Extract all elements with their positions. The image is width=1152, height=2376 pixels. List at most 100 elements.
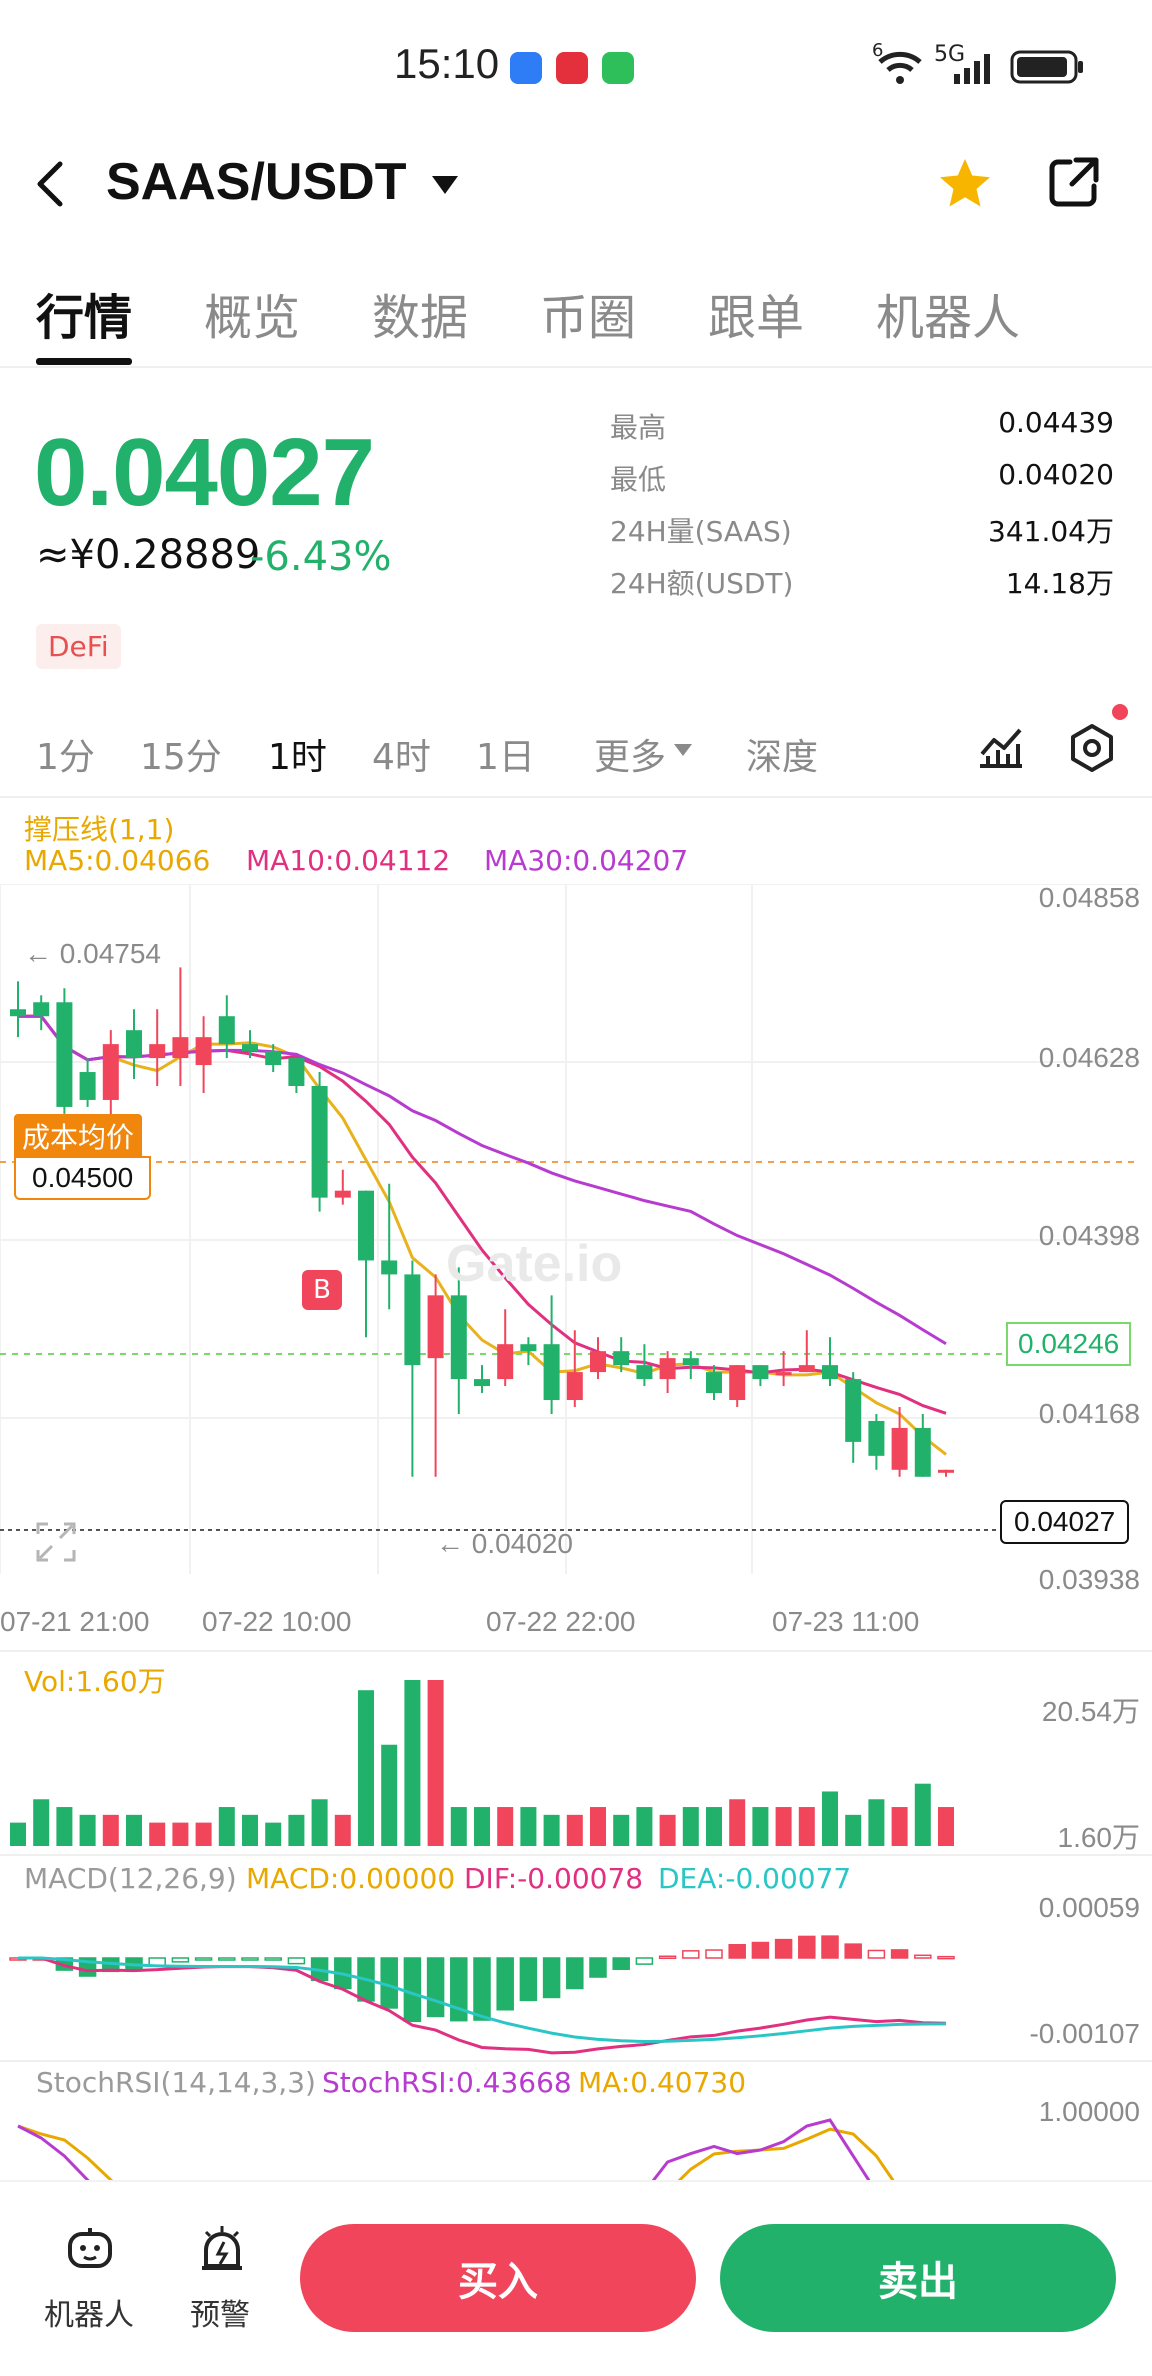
volume-bar xyxy=(265,1822,282,1846)
interval-1m[interactable]: 1分 xyxy=(36,737,95,778)
cost-average-value: 0.04500 xyxy=(14,1156,152,1200)
dea-line xyxy=(18,1956,947,2044)
candle-body xyxy=(288,1058,305,1086)
stat-low-value: 0.04020 xyxy=(998,458,1114,491)
alert-icon[interactable] xyxy=(196,2222,248,2278)
volume-bar xyxy=(358,1690,374,1846)
volume-bar xyxy=(288,1814,305,1846)
interval-1h[interactable]: 1时 xyxy=(268,737,327,778)
tab-data[interactable]: 数据 xyxy=(372,290,469,346)
time-axis-label: 07-22 22:00 xyxy=(486,1606,636,1637)
stochrsi-ma-line xyxy=(17,2124,895,2180)
support-line-label: 0.04246 xyxy=(1006,1322,1132,1366)
interval-4h[interactable]: 4时 xyxy=(372,737,431,778)
high-price-marker: ← 0.04754 xyxy=(24,938,161,969)
macd-chart xyxy=(9,1935,955,2055)
volume-bar xyxy=(543,1814,560,1846)
candle-body xyxy=(311,1085,328,1198)
ma30-legend: MA30:0.04207 xyxy=(484,844,689,877)
share-icon[interactable] xyxy=(1046,154,1102,214)
candle-body xyxy=(172,1037,189,1059)
volume-bar xyxy=(636,1807,653,1846)
indicator-legend: 撑压线(1,1) xyxy=(24,813,175,846)
macd-bar xyxy=(589,1957,607,1978)
volume-bar xyxy=(566,1814,583,1846)
macd-bar xyxy=(890,1949,909,1959)
divider xyxy=(0,1854,1152,1856)
candle-body xyxy=(126,1030,142,1059)
volume-bar xyxy=(938,1807,954,1846)
volume-bar xyxy=(172,1822,189,1846)
volume-bar xyxy=(427,1680,444,1846)
network-label: 5G xyxy=(934,42,966,67)
battery-icon xyxy=(1010,50,1086,90)
tab-overview[interactable]: 概览 xyxy=(204,290,301,346)
volume-bar xyxy=(404,1680,421,1846)
volume-bar xyxy=(845,1814,862,1846)
stat-volume-value: 341.04万 xyxy=(988,515,1114,548)
signal-icon xyxy=(952,50,1000,90)
candle-body xyxy=(497,1344,514,1380)
wifi-badge: 6 xyxy=(872,40,884,61)
candle-body xyxy=(358,1190,374,1261)
candlestick-chart[interactable] xyxy=(0,884,1152,1604)
volume-bar xyxy=(706,1807,722,1846)
macd-bar xyxy=(519,1957,538,2002)
sell-button[interactable]: 卖出 xyxy=(720,2224,1116,2332)
robot-label[interactable]: 机器人 xyxy=(44,2298,134,2333)
candle-body xyxy=(729,1365,746,1401)
candle-body xyxy=(242,1044,258,1052)
volume-bar xyxy=(450,1807,467,1846)
interval-more[interactable]: 更多 xyxy=(594,737,667,778)
robot-icon[interactable] xyxy=(64,2224,116,2278)
tab-robot[interactable]: 机器人 xyxy=(876,290,1021,346)
tab-market[interactable]: 行情 xyxy=(36,290,133,346)
pair-title[interactable]: SAAS/USDT xyxy=(106,153,407,211)
last-price-label: 0.04027 xyxy=(1000,1500,1130,1544)
candle-body xyxy=(938,1469,954,1473)
indicator-chart-icon[interactable] xyxy=(976,722,1026,776)
macd-bar xyxy=(844,1943,862,1959)
alert-label[interactable]: 预警 xyxy=(190,2298,250,2333)
interval-depth[interactable]: 深度 xyxy=(746,737,819,778)
candle-body xyxy=(10,1009,26,1017)
price-change: -6.43% xyxy=(250,534,392,580)
interval-1d[interactable]: 1日 xyxy=(476,737,535,778)
low-price-marker: ← 0.04020 xyxy=(436,1528,573,1559)
time-axis-label: 07-22 10:00 xyxy=(202,1606,352,1637)
tab-active-indicator xyxy=(36,358,132,365)
fullscreen-icon[interactable] xyxy=(34,1520,78,1568)
stat-turnover-label: 24H额(USDT) xyxy=(610,567,794,600)
volume-bar xyxy=(311,1799,328,1846)
interval-15m[interactable]: 15分 xyxy=(140,737,222,778)
volume-bar xyxy=(242,1814,258,1846)
volume-bar xyxy=(775,1807,792,1846)
pair-dropdown-icon[interactable] xyxy=(432,176,458,194)
stat-turnover-value: 14.18万 xyxy=(1005,567,1114,600)
status-time: 15:10 xyxy=(394,40,500,87)
more-caret-icon[interactable] xyxy=(674,744,692,756)
back-icon[interactable] xyxy=(30,158,76,210)
stochrsi-title: StochRSI(14,14,3,3) xyxy=(36,2066,316,2099)
tab-community[interactable]: 币圈 xyxy=(540,290,637,346)
candle-body xyxy=(775,1372,792,1376)
settings-hexagon-icon[interactable] xyxy=(1066,722,1118,778)
ma5-legend: MA5:0.04066 xyxy=(24,844,211,877)
candle-body xyxy=(33,1002,50,1017)
buy-button[interactable]: 买入 xyxy=(300,2224,696,2332)
candle-body xyxy=(334,1190,351,1198)
stochrsi-ma: MA:0.40730 xyxy=(578,2066,747,2099)
category-tag[interactable]: DeFi xyxy=(36,624,121,669)
macd-bar xyxy=(241,1957,259,1961)
volume-bar xyxy=(195,1822,212,1846)
favorite-star-icon[interactable] xyxy=(934,154,996,218)
candle-body xyxy=(798,1365,815,1373)
dif-line xyxy=(18,1956,947,2055)
macd-bar xyxy=(542,1957,561,1999)
macd-bar xyxy=(194,1957,213,1961)
tab-copy-trade[interactable]: 跟单 xyxy=(708,290,805,346)
candle-body xyxy=(474,1379,490,1387)
macd-bar xyxy=(914,1954,932,1959)
macd-bar xyxy=(403,1957,422,2023)
candle-body xyxy=(427,1295,444,1359)
